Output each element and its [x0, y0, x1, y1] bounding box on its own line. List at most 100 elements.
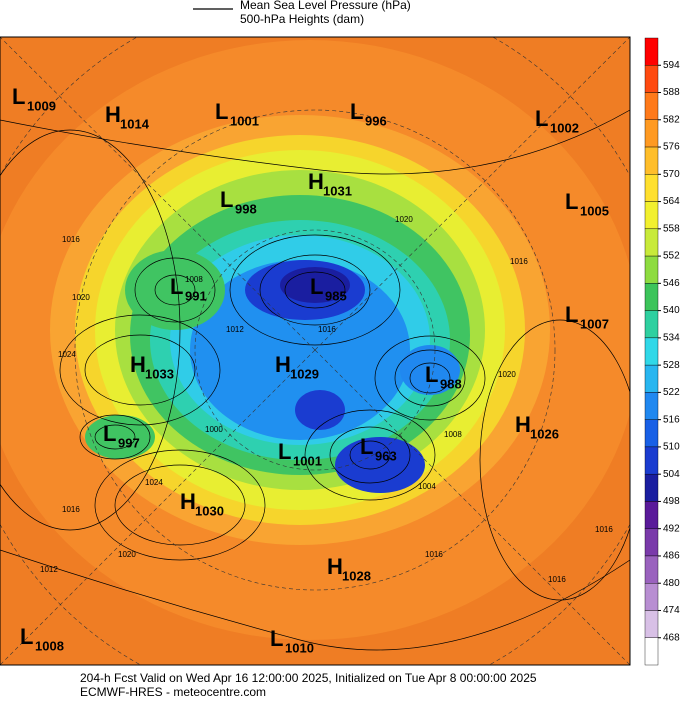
colorbar-label: 540: [663, 305, 680, 316]
pressure-center: H 1033: [130, 352, 174, 382]
colorbar-label: 504: [663, 469, 680, 480]
colorbar-segment: [644, 528, 659, 557]
center-value: 1029: [290, 366, 319, 381]
center-symbol: L: [535, 106, 548, 131]
pressure-center: H 1026: [515, 412, 559, 442]
contour-label: 1024: [58, 350, 76, 359]
center-symbol: H: [130, 352, 146, 377]
pressure-center: H 1029: [275, 352, 319, 382]
colorbar-label: 516: [663, 414, 680, 425]
pressure-center: L 991: [170, 274, 207, 304]
contour-label: 1008: [185, 275, 203, 284]
pressure-center: H 1031: [308, 169, 352, 199]
colorbar-label: 534: [663, 333, 680, 344]
colorbar-label: 588: [663, 87, 680, 98]
contour-label: 1000: [205, 425, 223, 434]
pressure-center: L 988: [425, 362, 462, 392]
contour-label: 1020: [498, 370, 516, 379]
center-value: 1031: [323, 183, 352, 198]
colorbar-segment: [644, 364, 659, 393]
pressure-center: L 1007: [565, 302, 609, 332]
colorbar-segment: [644, 146, 659, 175]
colorbar-segment: [644, 501, 659, 529]
center-symbol: L: [170, 274, 183, 299]
center-value: 1001: [230, 113, 259, 128]
center-value: 1010: [285, 640, 314, 655]
contour-label: 1012: [226, 325, 244, 334]
colorbar-label: 546: [663, 278, 680, 289]
pressure-center: L 996: [350, 99, 387, 129]
colorbar-label: 570: [663, 169, 680, 180]
center-value: 1005: [580, 203, 609, 218]
contour-label: 1004: [418, 482, 436, 491]
center-symbol: L: [565, 302, 578, 327]
center-value: 991: [185, 288, 207, 303]
center-symbol: L: [278, 439, 291, 464]
center-value: 1007: [580, 316, 609, 331]
colorbar-label: 552: [663, 251, 680, 262]
center-value: 997: [118, 435, 140, 450]
center-value: 1008: [35, 638, 64, 653]
contour-label: 1016: [318, 325, 336, 334]
colorbar-segment: [644, 283, 659, 311]
footer-line: 204-h Fcst Valid on Wed Apr 16 12:00:00 …: [80, 671, 537, 685]
colorbar-segment: [644, 37, 659, 66]
colorbar-label: 486: [663, 551, 680, 562]
pressure-center: L 963: [360, 434, 397, 464]
center-value: 1028: [342, 568, 371, 583]
pressure-center: L 1005: [565, 189, 609, 219]
colorbar-segment: [644, 637, 659, 666]
colorbar-segment: [644, 92, 659, 120]
center-value: 1033: [145, 366, 174, 381]
center-symbol: H: [308, 169, 324, 194]
contour-label: 1020: [395, 215, 413, 224]
colorbar-segment: [644, 392, 659, 420]
colorbar-label: 582: [663, 114, 680, 125]
pressure-center: H 1014: [105, 102, 150, 132]
legend-item: 500-hPa Heights (dam): [240, 12, 364, 26]
pressure-center: L 1001: [215, 99, 259, 129]
contour-label: 1016: [62, 235, 80, 244]
contour-label: 1016: [62, 505, 80, 514]
colorbar-segment: [644, 65, 659, 93]
center-symbol: H: [327, 554, 343, 579]
center-symbol: L: [215, 99, 228, 124]
colorbar-label: 510: [663, 442, 680, 453]
colorbar-label: 564: [663, 196, 680, 207]
colorbar-segment: [644, 473, 659, 502]
contour-label: 1016: [510, 257, 528, 266]
center-value: 1002: [550, 120, 579, 135]
colorbar-label: 498: [663, 496, 680, 507]
colorbar-label: 576: [663, 142, 680, 153]
map-frame: [0, 36, 631, 666]
pressure-center: L 997: [103, 421, 140, 451]
pressure-center: L 1010: [270, 626, 314, 656]
pressure-center: H 1028: [327, 554, 371, 584]
center-symbol: L: [220, 187, 233, 212]
center-symbol: L: [565, 189, 578, 214]
colorbar-segment: [644, 446, 659, 475]
center-value: 1009: [27, 98, 56, 113]
center-value: 1001: [293, 453, 322, 468]
pressure-center: L 1002: [535, 106, 579, 136]
colorbar-segment: [644, 610, 659, 638]
center-value: 998: [235, 201, 257, 216]
center-value: 1026: [530, 426, 559, 441]
center-symbol: L: [310, 274, 323, 299]
contour-label: 1016: [425, 550, 443, 559]
contour-label: 1016: [548, 575, 566, 584]
center-symbol: H: [515, 412, 531, 437]
contour-label: 1008: [444, 430, 462, 439]
colorbar-segment: [644, 255, 659, 284]
colorbar-segment: [644, 555, 659, 584]
center-value: 996: [365, 113, 387, 128]
center-value: 963: [375, 448, 397, 463]
footer-line: ECMWF-HRES - meteocentre.com: [80, 685, 266, 699]
center-value: 1030: [195, 503, 224, 518]
contour-label: 1020: [118, 550, 136, 559]
pressure-center: L 1001: [278, 439, 322, 469]
pressure-center: L 1009: [12, 84, 56, 114]
colorbar-label: 522: [663, 387, 680, 398]
